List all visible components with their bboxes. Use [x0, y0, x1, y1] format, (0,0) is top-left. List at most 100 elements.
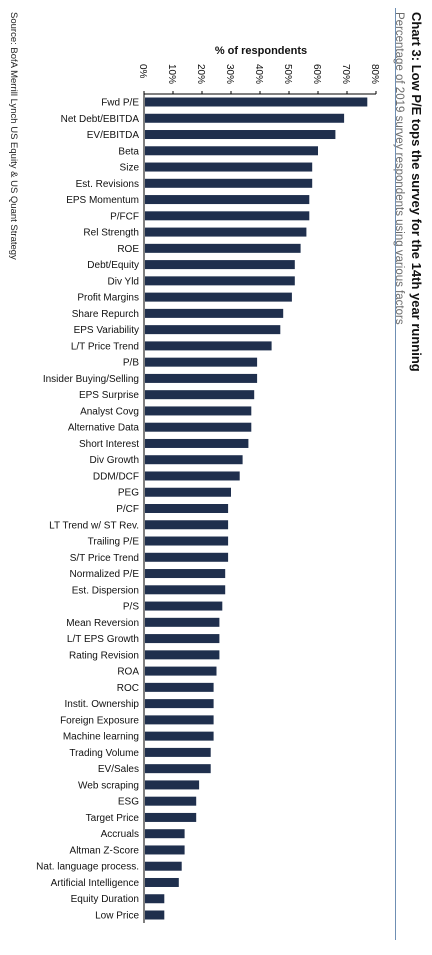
category-label: L/T EPS Growth — [67, 634, 139, 645]
category-label: ROA — [117, 667, 139, 678]
category-label: Normalized P/E — [70, 569, 140, 580]
bar — [145, 243, 301, 253]
category-label: P/FCF — [110, 211, 139, 222]
category-label: Rating Revision — [69, 650, 139, 661]
bar — [145, 747, 211, 757]
value-axis-tick-label: 40% — [253, 64, 264, 84]
category-label: Machine learning — [63, 732, 139, 743]
value-axis-tick-label: 20% — [195, 64, 206, 84]
category-label: L/T Price Trend — [71, 341, 139, 352]
bar — [145, 276, 295, 286]
value-axis-tick-label: 10% — [166, 64, 177, 84]
bar — [145, 97, 368, 107]
category-label: Accruals — [101, 829, 139, 840]
category-label: Div Yld — [108, 276, 140, 287]
category-label: Profit Margins — [77, 293, 139, 304]
bar — [145, 357, 258, 367]
bar — [145, 796, 197, 806]
category-label: Size — [120, 163, 140, 174]
bar — [145, 113, 345, 123]
value-axis-tick-label: 30% — [224, 64, 235, 84]
bar — [145, 894, 165, 904]
category-label: Instit. Ownership — [65, 699, 140, 710]
bar — [145, 536, 229, 546]
category-label: Div Growth — [90, 455, 139, 466]
value-axis-tick-label: 80% — [369, 64, 380, 84]
bar — [145, 227, 307, 237]
bar — [145, 504, 229, 513]
bar — [145, 861, 182, 871]
category-label: Trailing P/E — [88, 537, 140, 548]
category-label: Web scraping — [78, 780, 139, 791]
bar — [145, 731, 214, 741]
category-label: Analyst Covg — [80, 406, 139, 417]
bar — [145, 341, 272, 351]
category-label: DDM/DCF — [93, 471, 139, 482]
bar — [145, 634, 220, 644]
category-label: ROE — [117, 244, 139, 255]
bar — [145, 130, 336, 140]
value-axis-tick-label: 70% — [340, 64, 351, 84]
category-label: Altman Z-Score — [70, 845, 140, 856]
category-label: EV/Sales — [98, 764, 139, 775]
category-label: Alternative Data — [68, 423, 140, 434]
category-label: Nat. language process. — [36, 862, 139, 873]
category-label: LT Trend w/ ST Rev. — [49, 520, 139, 531]
category-label: P/S — [123, 602, 139, 613]
bar — [145, 292, 292, 302]
category-label: ROC — [117, 683, 139, 694]
value-axis-label: % of respondents — [215, 45, 307, 57]
bar — [145, 455, 243, 465]
bar — [145, 390, 255, 400]
bar — [145, 471, 240, 481]
bar — [145, 715, 214, 725]
category-label: Artificial Intelligence — [51, 878, 140, 889]
bar — [145, 812, 197, 822]
category-label: ESG — [118, 797, 139, 808]
category-label: Fwd P/E — [101, 98, 139, 109]
bar — [145, 308, 284, 318]
bar — [145, 682, 214, 692]
value-axis-tick-label: 50% — [282, 64, 293, 84]
category-label: Insider Buying/Selling — [43, 374, 139, 385]
bar — [145, 699, 214, 709]
category-label: Share Repurch — [72, 309, 139, 320]
bar — [145, 877, 179, 887]
category-label: Rel Strength — [83, 228, 139, 239]
bar — [145, 585, 226, 595]
bar — [145, 373, 258, 383]
category-label: P/CF — [116, 504, 139, 515]
bar — [145, 211, 310, 221]
category-label: Net Debt/EBITDA — [61, 114, 140, 125]
bar — [145, 520, 229, 530]
category-label: EPS Surprise — [79, 390, 139, 401]
category-label: Short Interest — [79, 439, 139, 450]
bar — [145, 910, 165, 920]
category-label: Target Price — [86, 813, 140, 824]
bar — [145, 617, 220, 627]
bar — [145, 845, 185, 855]
bar — [145, 438, 249, 448]
category-label: Foreign Exposure — [60, 715, 139, 726]
bar — [145, 780, 200, 790]
category-label: EPS Variability — [74, 325, 139, 336]
category-label: P/B — [123, 358, 139, 369]
bar — [145, 829, 185, 839]
bar — [145, 162, 313, 172]
bar — [145, 195, 310, 205]
bar — [145, 650, 220, 660]
category-label: PEG — [118, 488, 139, 499]
bar — [145, 552, 229, 562]
category-label: S/T Price Trend — [70, 553, 139, 564]
bar — [145, 178, 313, 188]
category-label: EV/EBITDA — [87, 130, 140, 141]
category-label: Equity Duration — [71, 894, 139, 905]
bar — [145, 764, 211, 774]
bar — [145, 487, 231, 497]
bar — [145, 325, 281, 335]
value-axis-tick-label: 60% — [311, 64, 322, 84]
bar — [145, 406, 252, 416]
category-label: Est. Revisions — [76, 179, 139, 190]
bar — [145, 260, 295, 270]
